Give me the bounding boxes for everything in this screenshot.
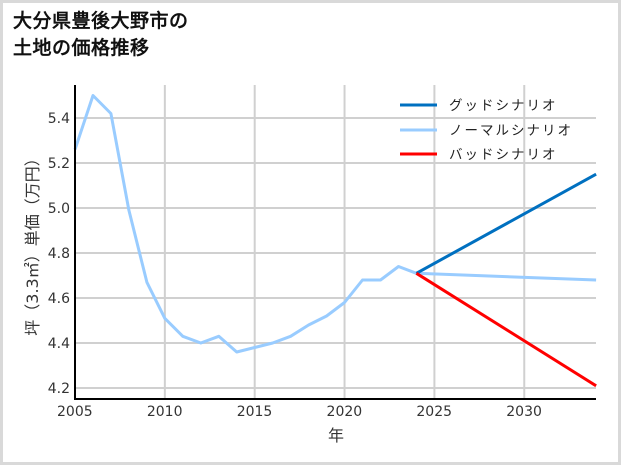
chart-title-line-1: 大分県豊後大野市の	[13, 10, 189, 32]
x-tick-label: 2010	[147, 404, 183, 420]
legend-label-normal: ノーマルシナリオ	[449, 123, 573, 139]
chart-title-line-2: 土地の価格推移	[13, 37, 150, 59]
x-tick-label: 2015	[237, 404, 273, 420]
legend: グッドシナリオ ノーマルシナリオ バッドシナリオ	[400, 98, 573, 163]
tick-labels: 4.2 4.4 4.6 4.8 5.0 5.2 5.4 2005 2010 2015 2020 202…	[48, 111, 542, 420]
y-tick-label: 5.4	[48, 111, 70, 127]
x-tick-label: 2030	[506, 404, 542, 420]
series-line	[415, 172, 597, 275]
x-axis-label: 年	[328, 426, 344, 445]
y-tick-label: 5.0	[48, 201, 70, 217]
y-tick-label: 4.2	[48, 381, 70, 397]
series-line	[415, 272, 597, 388]
y-tick-label: 4.6	[48, 291, 70, 307]
data-series	[73, 94, 597, 388]
legend-label-good: グッドシナリオ	[449, 98, 558, 114]
y-tick-label: 4.8	[48, 246, 70, 262]
legend-label-bad: バッドシナリオ	[449, 147, 558, 163]
y-tick-label: 4.4	[48, 336, 70, 352]
x-tick-label: 2005	[57, 404, 93, 420]
series-line	[73, 94, 597, 354]
axes	[74, 85, 596, 400]
chart-title: 大分県豊後大野市の 土地の価格推移	[13, 8, 189, 62]
x-tick-label: 2025	[416, 404, 452, 420]
y-tick-label: 5.2	[48, 156, 70, 172]
x-tick-label: 2020	[327, 404, 363, 420]
y-axis-label: 坪（3.3㎡）単価（万円）	[23, 150, 42, 335]
